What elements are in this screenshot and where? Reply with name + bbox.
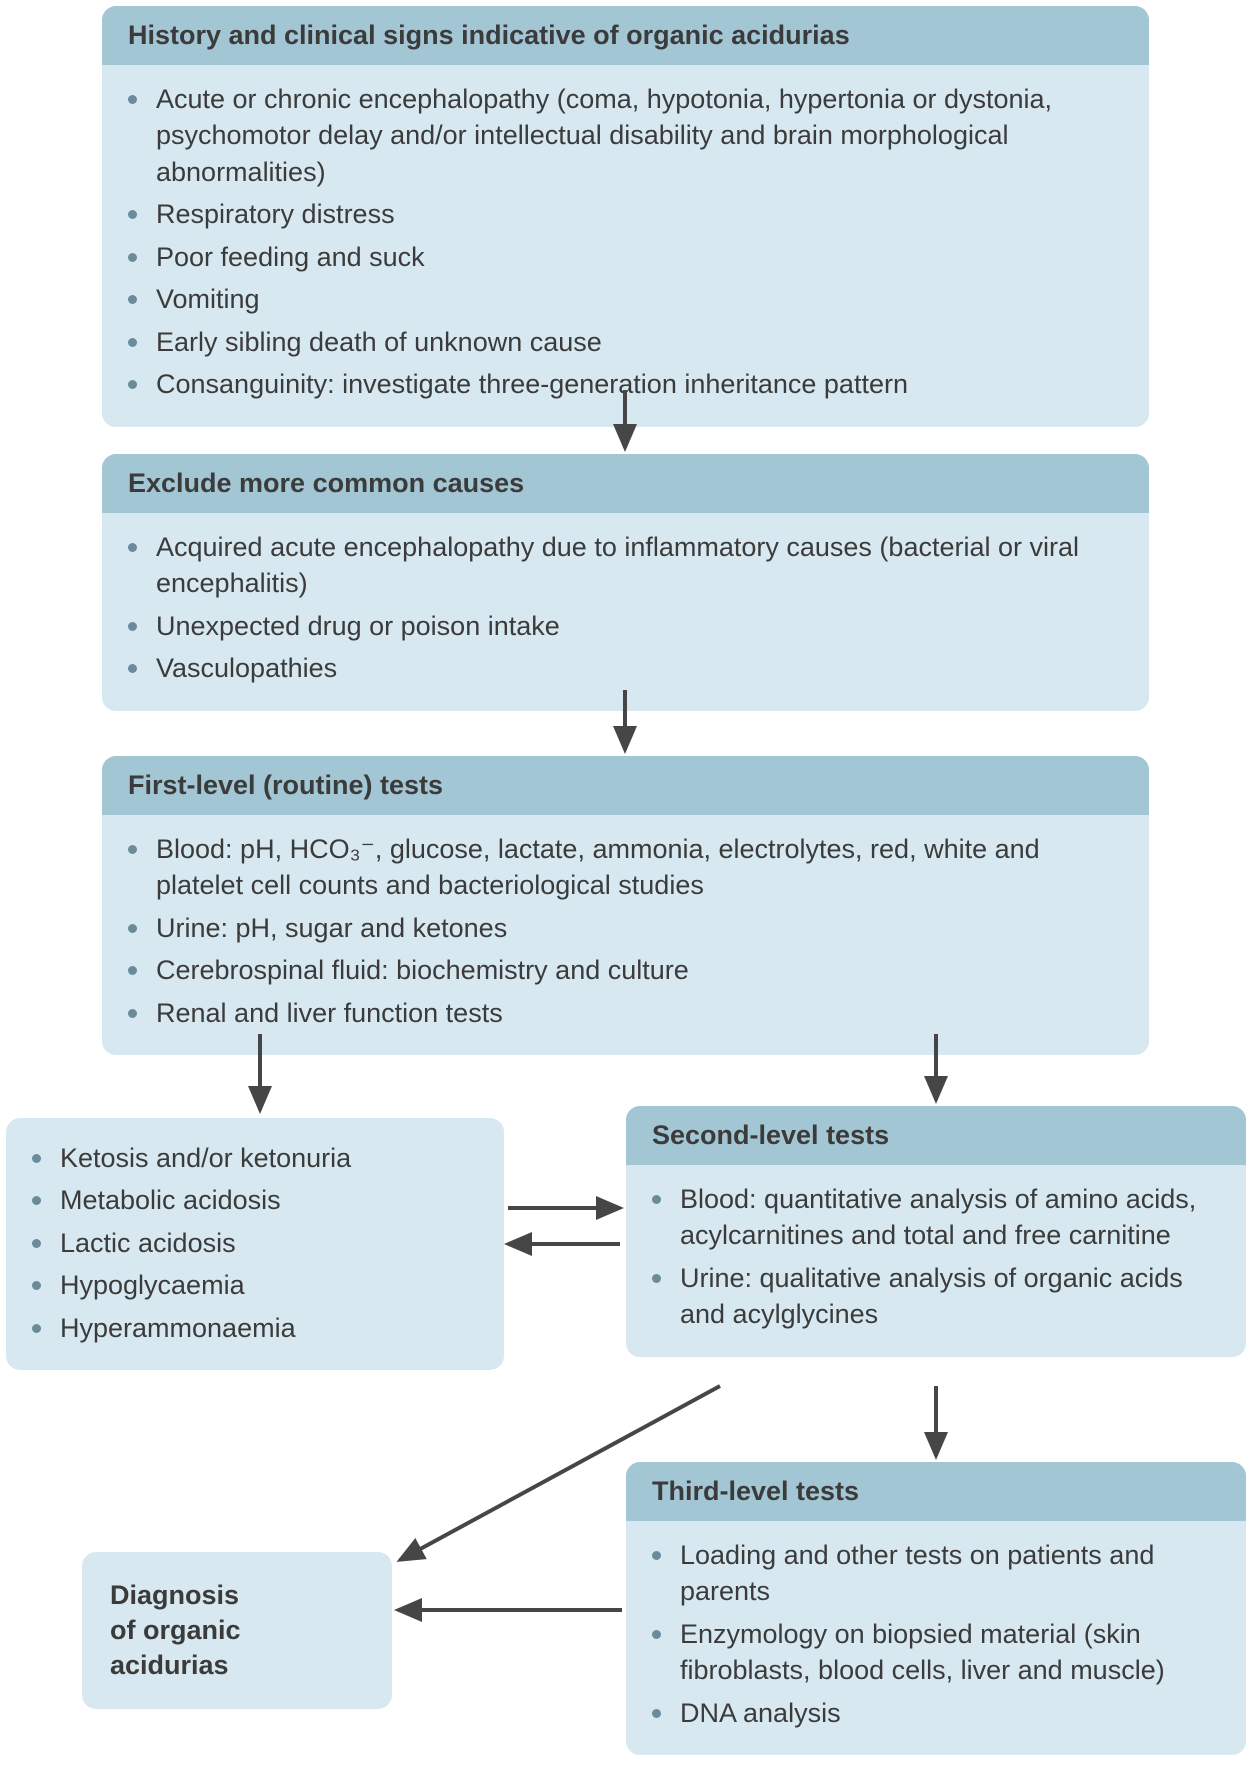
arrows-layer: [0, 0, 1251, 1783]
arrow-second-to-diagnosis: [400, 1386, 720, 1560]
flowchart-canvas: History and clinical signs indicative of…: [0, 0, 1251, 1783]
arrow-group: [260, 390, 936, 1610]
